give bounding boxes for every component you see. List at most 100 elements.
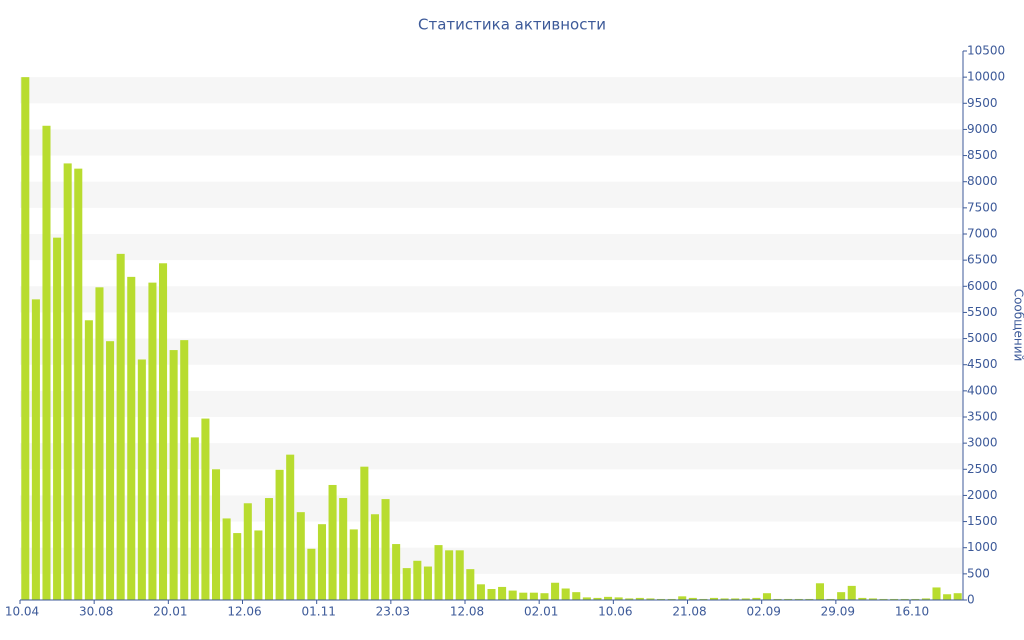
bar [720, 598, 729, 600]
y-tick-label: 1000 [967, 540, 998, 554]
bar [159, 263, 168, 600]
grid-band [20, 129, 963, 156]
bar [826, 598, 835, 600]
y-tick-label: 500 [967, 566, 990, 580]
bar [519, 592, 528, 600]
x-tick-label: 29.09 [821, 605, 855, 619]
bar [445, 550, 454, 600]
y-tick-label: 4500 [967, 357, 998, 371]
x-tick-label: 21.08 [672, 605, 706, 619]
bar [264, 498, 274, 600]
bar [307, 548, 316, 600]
bar [741, 598, 750, 600]
bar [551, 582, 560, 600]
bar [773, 598, 782, 600]
bar [709, 597, 719, 600]
bar [953, 593, 962, 600]
bar [254, 530, 263, 600]
x-tick-label: 02.09 [747, 605, 781, 619]
bar [402, 568, 411, 600]
x-tick-label: 10.04 [5, 605, 39, 619]
y-tick-label: 2500 [967, 462, 998, 476]
bar [487, 589, 496, 600]
bar [699, 598, 708, 600]
bar [868, 598, 877, 600]
bar [858, 597, 867, 600]
y-tick-label: 3000 [967, 436, 998, 450]
bar [731, 598, 740, 600]
bar [890, 598, 899, 600]
bar [106, 341, 115, 600]
bar [678, 596, 687, 600]
x-tick-label: 12.06 [227, 605, 261, 619]
y-tick-label: 9000 [967, 122, 998, 136]
bar [657, 598, 666, 600]
bar [794, 598, 803, 600]
bar [752, 597, 761, 600]
bar [190, 437, 199, 600]
bar [413, 560, 422, 600]
y-tick-label: 10500 [967, 44, 1005, 58]
bar [74, 168, 83, 600]
bar [943, 594, 952, 600]
bar [604, 596, 613, 600]
bar [169, 350, 178, 600]
y-tick-label: 5000 [967, 331, 998, 345]
x-tick-label: 01.11 [301, 605, 335, 619]
bar [762, 593, 772, 600]
y-tick-label: 7500 [967, 200, 998, 214]
bar [392, 544, 401, 600]
grid-band [20, 77, 963, 104]
bar [646, 598, 655, 600]
bar [275, 469, 284, 600]
bar [879, 598, 888, 600]
bar [476, 584, 485, 600]
bar [635, 597, 644, 600]
bar [63, 163, 72, 600]
y-tick-label: 6500 [967, 253, 998, 267]
x-tick-label: 30.08 [79, 605, 113, 619]
bar [572, 592, 581, 600]
y-tick-label: 3500 [967, 410, 998, 424]
bar [360, 466, 369, 600]
bar [784, 598, 793, 600]
bar [286, 454, 295, 600]
bar [243, 503, 252, 600]
bar [148, 282, 157, 600]
bar [116, 253, 125, 600]
y-tick-label: 8000 [967, 174, 998, 188]
bar [95, 287, 104, 600]
bar [42, 125, 51, 601]
bar [180, 340, 189, 600]
bar [932, 587, 941, 600]
y-tick-label: 7000 [967, 227, 998, 241]
y-tick-label: 6000 [967, 279, 998, 293]
bar [328, 484, 337, 600]
bar [381, 499, 390, 600]
bar [614, 597, 623, 600]
bar [582, 597, 591, 600]
bar [423, 566, 432, 600]
bar [137, 359, 146, 600]
bar [53, 237, 62, 600]
chart-title: Статистика активности [418, 16, 606, 34]
y-tick-label: 5500 [967, 305, 998, 319]
bar [21, 77, 30, 600]
y-tick-label: 10000 [967, 70, 1005, 84]
bar [508, 590, 517, 600]
bar [349, 529, 358, 600]
bar [837, 592, 846, 600]
bar [688, 597, 697, 600]
bar [667, 598, 676, 600]
bar [233, 533, 242, 600]
bar [529, 592, 538, 600]
y-tick-label: 9500 [967, 96, 998, 110]
y-tick-label: 2000 [967, 488, 998, 502]
bar [815, 583, 824, 600]
bar [370, 514, 379, 600]
y-tick-label: 1500 [967, 514, 998, 528]
bar [317, 524, 326, 600]
bar [847, 585, 856, 600]
y-axis-label: Сообщений [1012, 289, 1024, 362]
